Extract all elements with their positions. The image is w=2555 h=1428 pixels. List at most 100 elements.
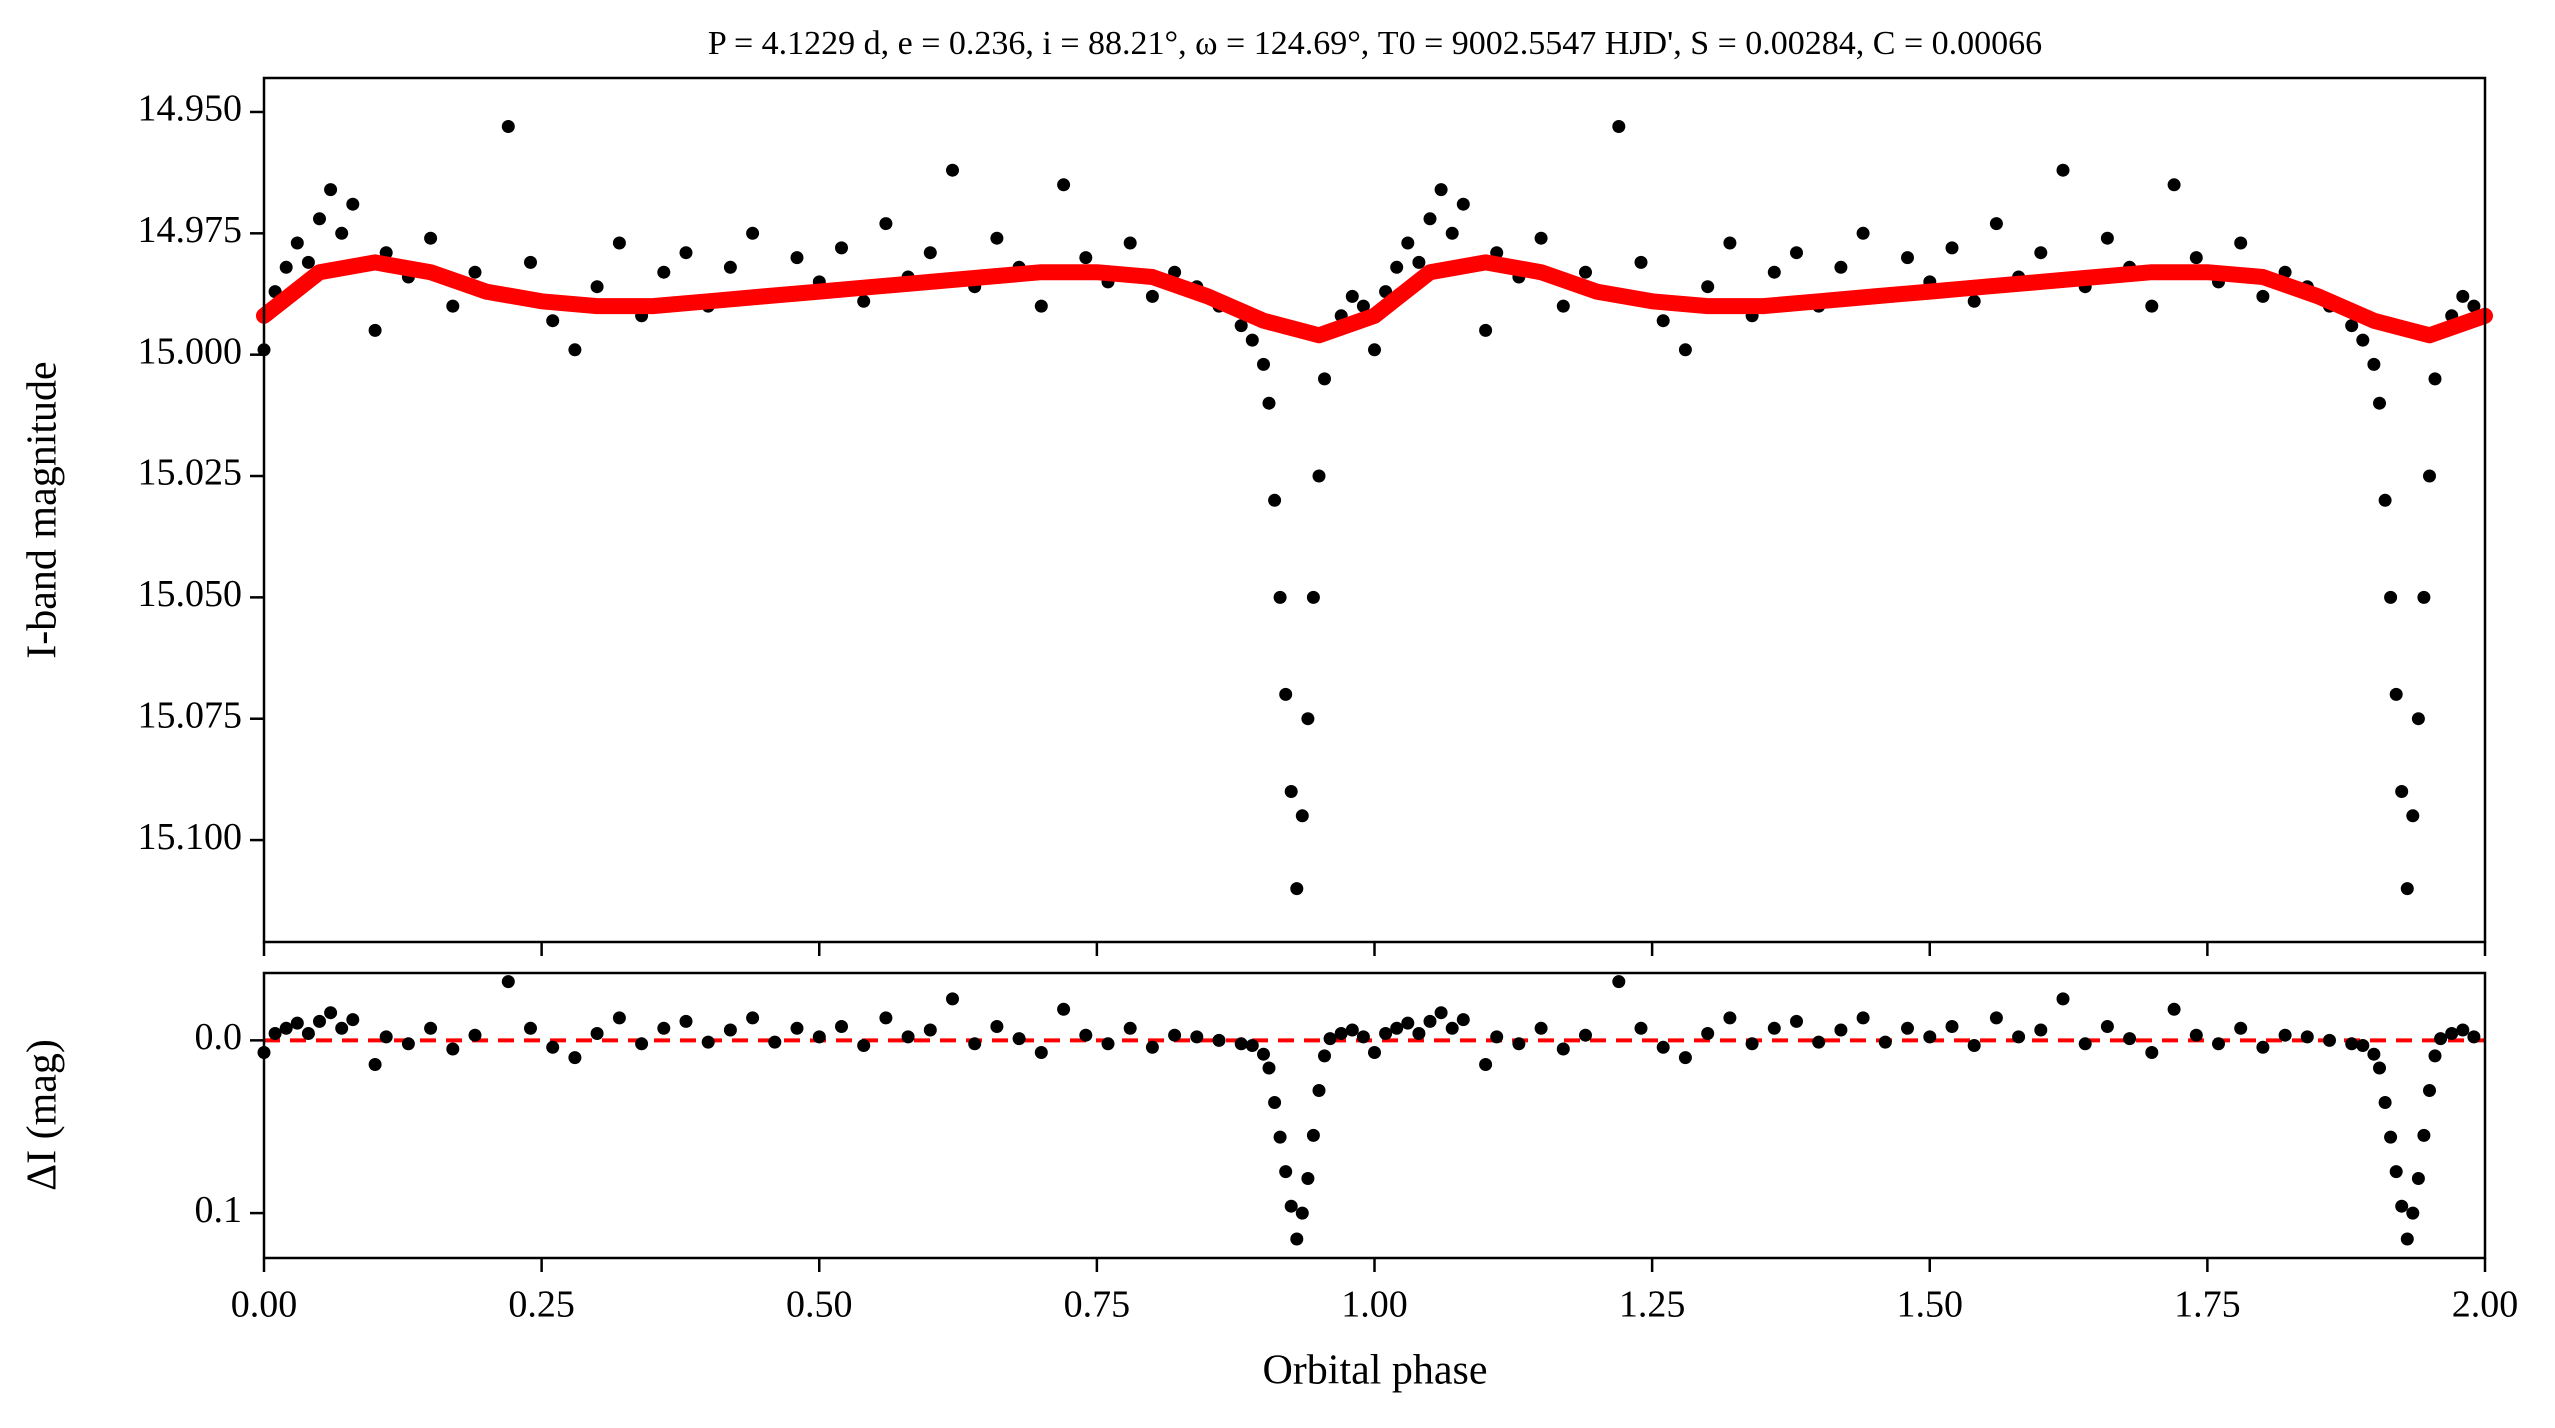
data-point [290,236,304,250]
data-point [290,1016,304,1030]
data-point [1434,183,1448,197]
x-tick-label: 1.00 [1341,1284,1408,1326]
data-point [1445,226,1459,240]
x-axis-label: Orbital phase [1262,1348,1487,1394]
data-point [2123,1032,2137,1046]
data-point [1356,1030,1370,1044]
data-point [1412,1027,1426,1040]
data-point [2145,299,2159,313]
x-tick-label: 0.50 [786,1284,853,1326]
data-point [1234,1037,1248,1051]
data-point [313,212,326,226]
data-point [1612,120,1626,133]
data-point [2400,882,2414,896]
data-point [1856,226,1870,240]
data-point [1678,1051,1692,1065]
data-point [268,1027,282,1040]
data-point [923,1023,937,1037]
data-point [1273,590,1287,604]
x-tick-label: 2.00 [2452,1284,2519,1326]
data-point [324,183,338,197]
data-point [679,1014,693,1028]
data-point [1295,1206,1309,1220]
data-point [2300,1030,2314,1044]
data-point [2378,493,2392,507]
data-point [2256,289,2270,303]
data-point [2423,469,2436,483]
data-point [2278,1028,2292,1042]
data-point [1268,1096,1282,1109]
data-point [2434,1032,2448,1046]
data-point [1767,265,1781,279]
data-point [968,1037,982,1051]
x-tick-label: 0.75 [1064,1284,1131,1326]
data-point [2323,1033,2336,1047]
data-point [946,992,959,1006]
data-point [1412,255,1426,269]
data-point [1790,1014,1803,1028]
data-point [1423,1014,1437,1028]
data-point [1356,299,1370,313]
y-axis-label: I-band magnitude [20,361,66,658]
data-point [2234,1021,2248,1035]
data-point [790,1021,804,1035]
plot-frame [262,76,2487,944]
data-point [635,1037,649,1051]
data-point [2367,1047,2381,1061]
data-point [1245,1039,1259,1052]
data-point [446,1042,460,1056]
data-point [1834,260,1848,274]
data-point [1262,1061,1276,1075]
data-point [1306,1128,1320,1142]
data-point [835,241,848,255]
x-tick-label: 0.25 [508,1284,575,1326]
y-tick-label: 15.025 [138,452,243,494]
data-point [1301,712,1315,726]
data-point [2234,236,2248,250]
data-point [424,1021,438,1035]
data-point [1701,1027,1715,1040]
data-point [1079,1028,1093,1042]
data-point [1423,212,1437,226]
data-point [1257,357,1270,371]
data-point [524,1021,537,1035]
data-point [1345,289,1359,303]
data-point [723,260,737,274]
data-point [2400,1232,2414,1246]
y-tick-label: 0.1 [195,1189,243,1231]
data-point [923,246,937,260]
data-point [2411,1172,2425,1185]
data-point [1634,255,1648,269]
data-point [1301,1172,1315,1185]
data-point [1262,396,1276,410]
data-point [812,1030,826,1044]
data-point [1834,1023,1848,1037]
data-point [1512,1037,1526,1051]
data-point [1989,1011,2003,1025]
data-point [857,1039,871,1052]
data-point [612,236,626,250]
data-point [2034,1023,2048,1037]
data-point [1012,1032,1026,1046]
data-point [501,120,515,133]
data-point [1379,1027,1393,1040]
data-point [1878,1035,1892,1049]
data-point [2373,1061,2386,1075]
data-point [1390,1021,1404,1035]
data-point [1989,217,2003,231]
data-point [857,294,871,308]
data-point [1945,241,1959,255]
data-point [1057,1002,1071,1016]
data-point [1901,251,1914,265]
data-point [1556,1042,1570,1056]
data-point [1479,1058,1493,1071]
y-tick-label: 15.075 [138,694,243,736]
data-point [1290,882,1304,896]
data-point [568,343,582,357]
data-point [1579,265,1592,279]
data-point [2467,1030,2481,1044]
plot-frame [262,971,2487,1260]
data-point [2034,246,2048,260]
